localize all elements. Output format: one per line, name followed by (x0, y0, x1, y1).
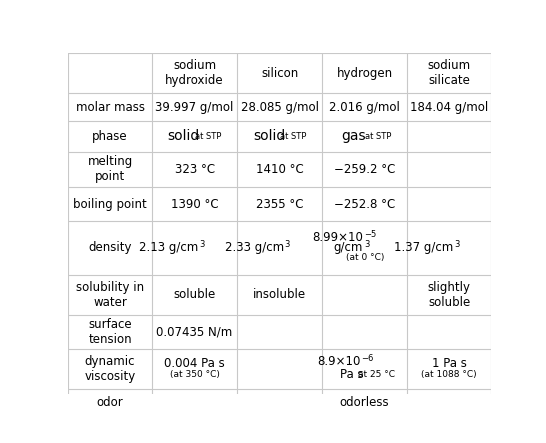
Text: 3: 3 (199, 241, 205, 249)
Text: soluble: soluble (174, 288, 216, 301)
Text: phase: phase (92, 130, 128, 143)
Text: surface
tension: surface tension (88, 318, 132, 346)
Text: 3: 3 (284, 241, 290, 249)
Text: melting
point: melting point (87, 155, 133, 183)
Text: density: density (88, 241, 132, 254)
Text: sodium
silicate: sodium silicate (428, 59, 471, 87)
Text: −5: −5 (364, 229, 376, 239)
Text: molar mass: molar mass (75, 101, 145, 113)
Text: slightly
soluble: slightly soluble (428, 281, 471, 309)
Text: 3: 3 (364, 240, 369, 249)
Text: 8.99×10: 8.99×10 (312, 231, 363, 244)
Text: solid: solid (253, 129, 285, 144)
Text: 1390 °C: 1390 °C (171, 198, 218, 210)
Text: 1410 °C: 1410 °C (256, 163, 304, 176)
Text: 2.016 g/mol: 2.016 g/mol (329, 101, 400, 113)
Text: 2355 °C: 2355 °C (256, 198, 304, 210)
Text: insoluble: insoluble (253, 288, 306, 301)
Text: hydrogen: hydrogen (337, 67, 393, 80)
Text: at STP: at STP (280, 132, 306, 141)
Text: −6: −6 (361, 354, 374, 363)
Text: odorless: odorless (340, 396, 389, 409)
Text: odor: odor (97, 396, 123, 409)
Text: 1.37 g/cm: 1.37 g/cm (394, 241, 453, 254)
Text: 323 °C: 323 °C (175, 163, 215, 176)
Text: sodium
hydroxide: sodium hydroxide (165, 59, 224, 87)
Text: at 25 °C: at 25 °C (358, 370, 395, 379)
Text: −259.2 °C: −259.2 °C (334, 163, 395, 176)
Text: (at 0 °C): (at 0 °C) (346, 253, 384, 263)
Text: 2.13 g/cm: 2.13 g/cm (139, 241, 198, 254)
Text: 39.997 g/mol: 39.997 g/mol (156, 101, 234, 113)
Text: 28.085 g/mol: 28.085 g/mol (241, 101, 319, 113)
Text: (at 350 °C): (at 350 °C) (170, 370, 219, 379)
Text: 8.9×10: 8.9×10 (317, 355, 361, 369)
Text: g/cm: g/cm (334, 241, 363, 254)
Text: solubility in
water: solubility in water (76, 281, 144, 309)
Text: at STP: at STP (365, 132, 391, 141)
Text: Pa s: Pa s (341, 368, 364, 381)
Text: dynamic
viscosity: dynamic viscosity (85, 355, 136, 383)
Text: 1 Pa s: 1 Pa s (432, 357, 467, 370)
Text: −252.8 °C: −252.8 °C (334, 198, 395, 210)
Text: at STP: at STP (194, 132, 221, 141)
Text: gas: gas (342, 129, 366, 144)
Text: 0.07435 N/m: 0.07435 N/m (157, 326, 233, 338)
Text: 184.04 g/mol: 184.04 g/mol (410, 101, 488, 113)
Text: silicon: silicon (261, 67, 299, 80)
Text: 2.33 g/cm: 2.33 g/cm (224, 241, 284, 254)
Text: (at 1088 °C): (at 1088 °C) (422, 370, 477, 379)
Text: boiling point: boiling point (73, 198, 147, 210)
Text: 0.004 Pa s: 0.004 Pa s (164, 357, 225, 370)
Text: 3: 3 (454, 241, 459, 249)
Text: solid: solid (168, 129, 200, 144)
